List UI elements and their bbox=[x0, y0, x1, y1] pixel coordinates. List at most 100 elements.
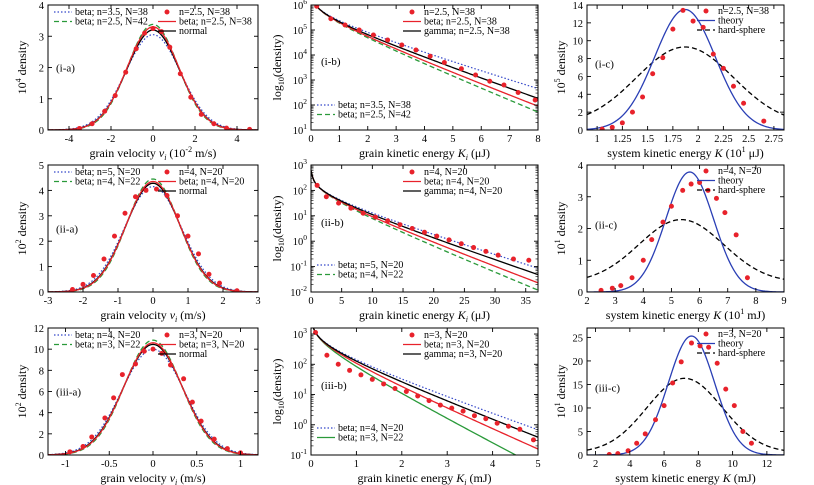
data-point bbox=[335, 361, 341, 367]
x-tick-label: 2.5 bbox=[742, 134, 755, 145]
legend-entry: beta; n=2.5, N=42 bbox=[54, 17, 148, 28]
y-label-base: 10 bbox=[554, 82, 568, 94]
data-point bbox=[181, 376, 187, 382]
y-tick-label: 104 bbox=[293, 47, 308, 62]
data-point bbox=[446, 237, 452, 243]
y-tick-label: 101 bbox=[293, 208, 308, 223]
legend-label: gamma; n=3, N=20 bbox=[424, 349, 502, 360]
x-label-sub: i bbox=[466, 315, 468, 324]
x-label-main: system kinetic energy bbox=[606, 308, 713, 322]
data-point bbox=[649, 237, 655, 243]
data-point bbox=[150, 346, 156, 352]
data-point bbox=[501, 82, 507, 88]
legend-label: n=4, N=20 bbox=[424, 167, 468, 178]
data-point bbox=[196, 251, 201, 257]
data-point bbox=[141, 348, 147, 354]
data-point bbox=[360, 210, 366, 216]
legend-label: n=3, N=20 bbox=[424, 330, 468, 341]
data-point bbox=[150, 25, 156, 31]
legend-entry: n=4, N=20 bbox=[409, 167, 468, 178]
legend-entry: beta; n=4, N=20 bbox=[54, 330, 140, 341]
x-tick-label: 3 bbox=[613, 296, 618, 307]
y-tick-base: 10 bbox=[290, 451, 301, 462]
plot-area bbox=[311, 170, 538, 291]
y-tick-label: 1 bbox=[578, 256, 583, 267]
legend-entry: beta; n=5, N=20 bbox=[317, 260, 403, 271]
y-tick-base: 10 bbox=[293, 330, 304, 341]
y-tick-label: 2 bbox=[39, 64, 44, 75]
x-label-unit: (μJ) bbox=[468, 308, 490, 322]
data-point bbox=[744, 275, 750, 281]
y-tick-exp: 3 bbox=[303, 326, 307, 335]
y-tick-exp: 2 bbox=[303, 182, 307, 191]
data-point bbox=[123, 69, 129, 75]
legend-label: n=4, N=20 bbox=[718, 166, 762, 177]
y-tick-label: 6 bbox=[39, 388, 44, 399]
series-beta-blue bbox=[312, 328, 538, 431]
data-point bbox=[168, 362, 173, 368]
y-tick-base: 10 bbox=[293, 391, 304, 402]
y-tick-label: 3 bbox=[39, 32, 44, 43]
x-label-var: v bbox=[159, 146, 165, 160]
data-point bbox=[495, 252, 501, 258]
series-normal bbox=[48, 182, 258, 292]
x-tick-label: -2 bbox=[107, 134, 116, 145]
data-point bbox=[441, 60, 447, 65]
y-axis-label: 102 density bbox=[14, 365, 29, 419]
y-tick-label: 0 bbox=[39, 288, 44, 299]
y-tick-label: 10-1 bbox=[290, 259, 307, 274]
y-tick-base: 10 bbox=[293, 212, 304, 223]
series-theory bbox=[587, 171, 784, 292]
x-tick-label: 2 bbox=[399, 459, 404, 470]
y-tick-exp: 6 bbox=[303, 0, 307, 6]
data-point bbox=[530, 437, 536, 443]
data-point bbox=[740, 428, 746, 434]
legend-entry: beta; n=4, N=20 bbox=[403, 177, 489, 188]
data-point bbox=[324, 352, 330, 358]
series-beta-red bbox=[312, 328, 538, 450]
legend-label: beta; n=2.5, N=38 bbox=[179, 17, 252, 28]
series-beta-green bbox=[312, 328, 518, 455]
y-tick-label: 15 bbox=[573, 380, 584, 391]
plot-area bbox=[587, 171, 784, 292]
data-point bbox=[653, 417, 659, 423]
x-tick-label: -1 bbox=[61, 459, 70, 470]
y-label-main: density bbox=[15, 202, 29, 240]
y-tick-label: 0 bbox=[578, 288, 583, 299]
data-point bbox=[697, 179, 703, 185]
legend-entry: hard-sphere bbox=[697, 25, 766, 36]
x-tick-label: 4 bbox=[234, 134, 240, 145]
y-tick-label: 102 bbox=[293, 97, 308, 112]
x-tick-label: 1 bbox=[594, 134, 599, 145]
x-label-unit: (mJ) bbox=[731, 471, 756, 485]
data-point bbox=[80, 281, 86, 287]
panel-label: (i-a) bbox=[56, 63, 75, 75]
data-point bbox=[369, 376, 375, 382]
y-tick-label: 103 bbox=[293, 326, 308, 341]
data-point bbox=[660, 219, 666, 225]
y-tick-exp: 3 bbox=[303, 72, 307, 81]
y-tick-label: 10 bbox=[573, 404, 584, 415]
y-tick-base: 10 bbox=[290, 263, 301, 274]
y-tick-label: 4 bbox=[578, 90, 584, 101]
data-point bbox=[471, 245, 477, 251]
y-tick-label: 2 bbox=[578, 225, 583, 236]
y-label-exp: 1 bbox=[553, 402, 562, 406]
legend-label: beta; n=2.5, N=42 bbox=[338, 110, 411, 121]
legend-entry: beta; n=2.5, N=42 bbox=[317, 110, 411, 121]
data-point bbox=[70, 286, 75, 292]
x-axis-label: system kinetic energy K (mJ) bbox=[615, 471, 755, 485]
legend-label: n=4, N=20 bbox=[179, 167, 223, 178]
data-point bbox=[381, 381, 387, 387]
y-axis-label: log10(density) bbox=[270, 358, 286, 424]
data-point bbox=[206, 271, 212, 277]
data-point bbox=[314, 5, 320, 9]
x-label-sub: i bbox=[466, 153, 468, 162]
panel-label: (iii-c) bbox=[595, 383, 620, 395]
y-tick-label: 3 bbox=[39, 212, 44, 223]
x-label-tail: (10 bbox=[721, 308, 740, 322]
plot-area bbox=[48, 178, 258, 292]
y-tick-base: 10 bbox=[293, 101, 304, 112]
data-point bbox=[471, 413, 477, 419]
